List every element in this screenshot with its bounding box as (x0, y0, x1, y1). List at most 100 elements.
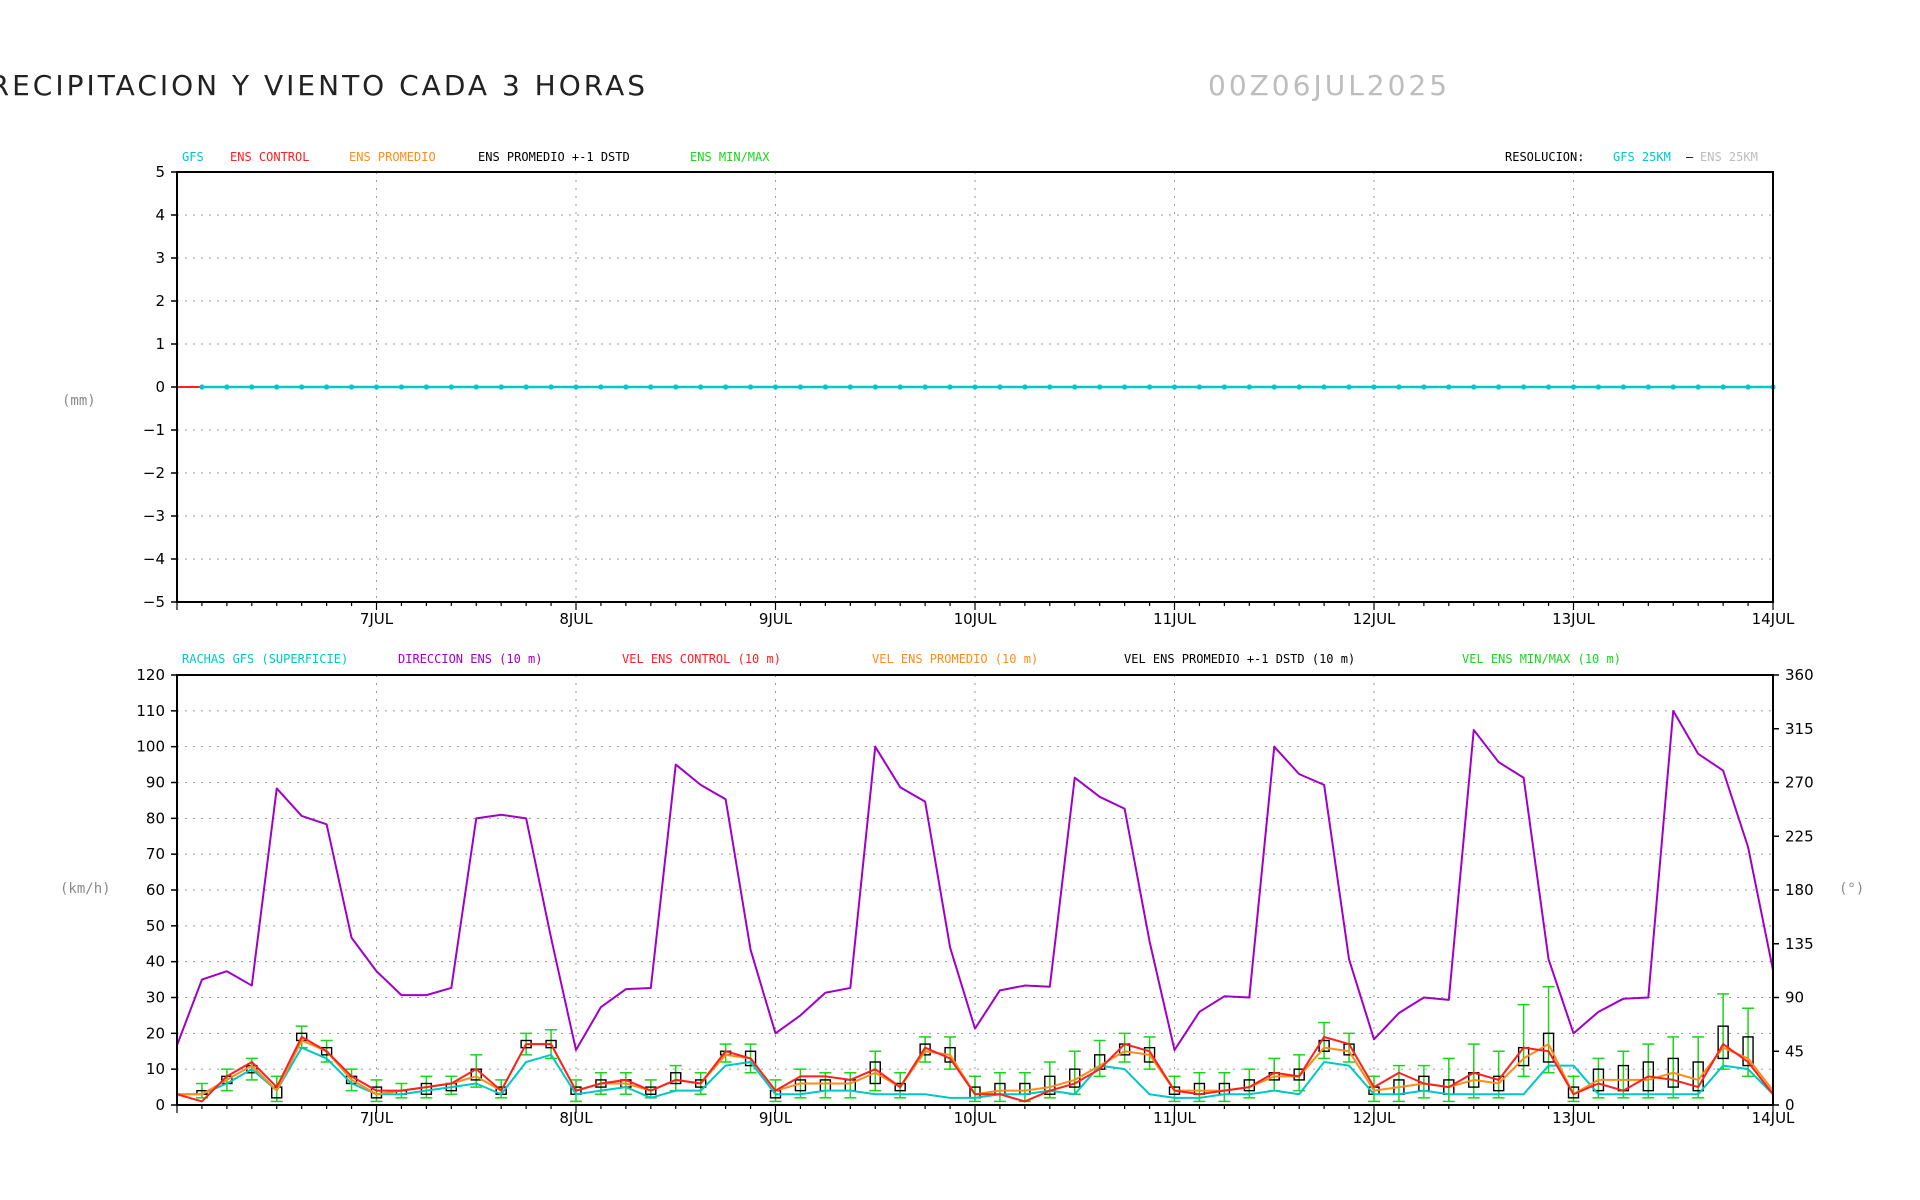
legend-vel-ens-minmax: VEL ENS MIN/MAX (10 m) (1462, 652, 1621, 666)
precip-y-tick-label: −4 (143, 550, 165, 568)
gfs-precip-point (1346, 384, 1352, 390)
gfs-precip-point (872, 384, 878, 390)
wind-y-tick-label: 50 (146, 917, 165, 935)
wind-y2-tick-label: 225 (1785, 827, 1814, 845)
gfs-precip-point (1122, 384, 1128, 390)
gfs-precip-point (623, 384, 629, 390)
resolution-label: RESOLUCION: (1505, 150, 1584, 164)
wind-y-tick-label: 0 (155, 1096, 165, 1114)
wind-y2-tick-label: 315 (1785, 720, 1814, 738)
wind-x-tick-label: 10JUL (954, 1109, 997, 1127)
legend-vel-ens-std: VEL ENS PROMEDIO +-1 DSTD (10 m) (1124, 652, 1355, 666)
wind-plot-frame (176, 674, 1774, 1106)
gfs-precip-point (423, 384, 429, 390)
gfs-precip-point (274, 384, 280, 390)
gfs-precip-point (498, 384, 504, 390)
wind-y-tick-label: 60 (146, 881, 165, 899)
precip-x-tick-label: 12JUL (1353, 610, 1396, 628)
precip-y-tick-label: 3 (155, 249, 165, 267)
gfs-precip-point (1570, 384, 1577, 390)
vel-ens-control-line (176, 1035, 1774, 1103)
std-box (1667, 1057, 1679, 1088)
precip-ylabel: (mm) (62, 393, 96, 409)
gfs-precip-point (249, 384, 255, 390)
gfs-precip-point (997, 384, 1003, 390)
gfs-precip-point (324, 384, 330, 390)
wind-y-tick-label: 10 (146, 1060, 165, 1078)
gfs-precip-point (1146, 384, 1153, 390)
precipitation-panel: GFS ENS CONTROL ENS PROMEDIO ENS PROMEDI… (62, 150, 1795, 628)
legend-ens-std: ENS PROMEDIO +-1 DSTD (478, 150, 630, 164)
legend-gfs: GFS (182, 150, 204, 164)
wind-ylabel: (km/h) (60, 881, 111, 897)
gfs-precip-point (598, 384, 604, 390)
std-box (645, 1086, 657, 1095)
resolution-ens: ENS 25KM (1700, 150, 1758, 164)
wind-y2-tick-label: 180 (1785, 881, 1814, 899)
wind-x-tick-label: 8JUL (559, 1109, 593, 1127)
gfs-precip-point (698, 384, 704, 390)
precip-y-tick-label: −5 (143, 593, 165, 611)
wind-y-tick-label: 120 (136, 666, 165, 684)
wind-y2-ticks: 360 315 270 225 180 135 90 45 0 (1773, 666, 1814, 1114)
gfs-precip-point (847, 384, 853, 390)
gfs-precip-point (548, 384, 554, 390)
run-label: 00Z06JUL2025 (1208, 69, 1450, 102)
wind-y2-tick-label: 135 (1785, 935, 1814, 953)
wind-series (176, 709, 1774, 1103)
gfs-precip-point (822, 384, 828, 390)
gfs-precip-point (772, 384, 779, 390)
precip-y-tick-label: 4 (155, 206, 165, 224)
legend-ens-minmax: ENS MIN/MAX (690, 150, 770, 164)
std-box (1692, 1061, 1704, 1092)
direccion-ens-line (176, 709, 1774, 1052)
gfs-precip-point (199, 384, 205, 390)
gfs-precip-point (1171, 384, 1178, 390)
gfs-precip-point (1521, 384, 1527, 390)
std-box (670, 1072, 682, 1085)
legend-direccion-ens: DIRECCION ENS (10 m) (398, 652, 543, 666)
gfs-precip-point (1446, 384, 1452, 390)
precip-x-tick-label: 8JUL (559, 610, 593, 628)
gfs-precip-point (1496, 384, 1502, 390)
precip-x-tick-label: 13JUL (1552, 610, 1595, 628)
gfs-precip-point (573, 384, 579, 390)
wind-y-tick-label: 30 (146, 989, 165, 1007)
precip-y-tick-label: 1 (155, 335, 165, 353)
wind-y-tick-label: 100 (136, 738, 165, 756)
std-box (1742, 1036, 1754, 1067)
gfs-precip-point (972, 384, 978, 390)
gfs-precip-point (673, 384, 679, 390)
precip-x-tick-label: 10JUL (954, 610, 997, 628)
gfs-precip-point (1595, 384, 1602, 390)
precip-y-tick-label: −2 (143, 464, 165, 482)
precip-series (177, 384, 1776, 390)
wind-y-tick-label: 20 (146, 1024, 165, 1042)
gfs-precip-point (747, 384, 754, 390)
resolution-gfs: GFS 25KM (1613, 150, 1671, 164)
wind-y2-tick-label: 45 (1785, 1042, 1804, 1060)
gfs-precip-point (473, 384, 479, 390)
gfs-precip-point (1670, 384, 1676, 390)
gfs-precip-point (1221, 384, 1227, 390)
legend-vel-ens-control: VEL ENS CONTROL (10 m) (622, 652, 781, 666)
wind-y-tick-label: 80 (146, 809, 165, 827)
rachas-gfs-line (177, 1046, 1774, 1099)
wind-panel: RACHAS GFS (SUPERFICIE) DIRECCION ENS (1… (60, 652, 1864, 1127)
wind-y2-tick-label: 0 (1785, 1096, 1795, 1114)
gfs-precip-point (348, 384, 355, 390)
gfs-precip-point (797, 384, 804, 390)
gfs-precip-point (1371, 384, 1377, 390)
gfs-precip-point (1545, 384, 1552, 390)
legend-rachas-gfs: RACHAS GFS (SUPERFICIE) (182, 652, 348, 666)
gfs-precip-point (1645, 384, 1651, 390)
legend-vel-ens-promedio: VEL ENS PROMEDIO (10 m) (872, 652, 1038, 666)
precip-y-ticks: 5 4 3 2 1 0 −1 −2 −3 −4 −5 (143, 163, 177, 611)
wind-x-tick-label: 13JUL (1552, 1109, 1595, 1127)
gfs-precip-point (723, 384, 729, 390)
legend-ens-promedio: ENS PROMEDIO (349, 150, 436, 164)
gfs-precip-point (224, 384, 230, 390)
gfs-precip-point (1196, 384, 1203, 390)
